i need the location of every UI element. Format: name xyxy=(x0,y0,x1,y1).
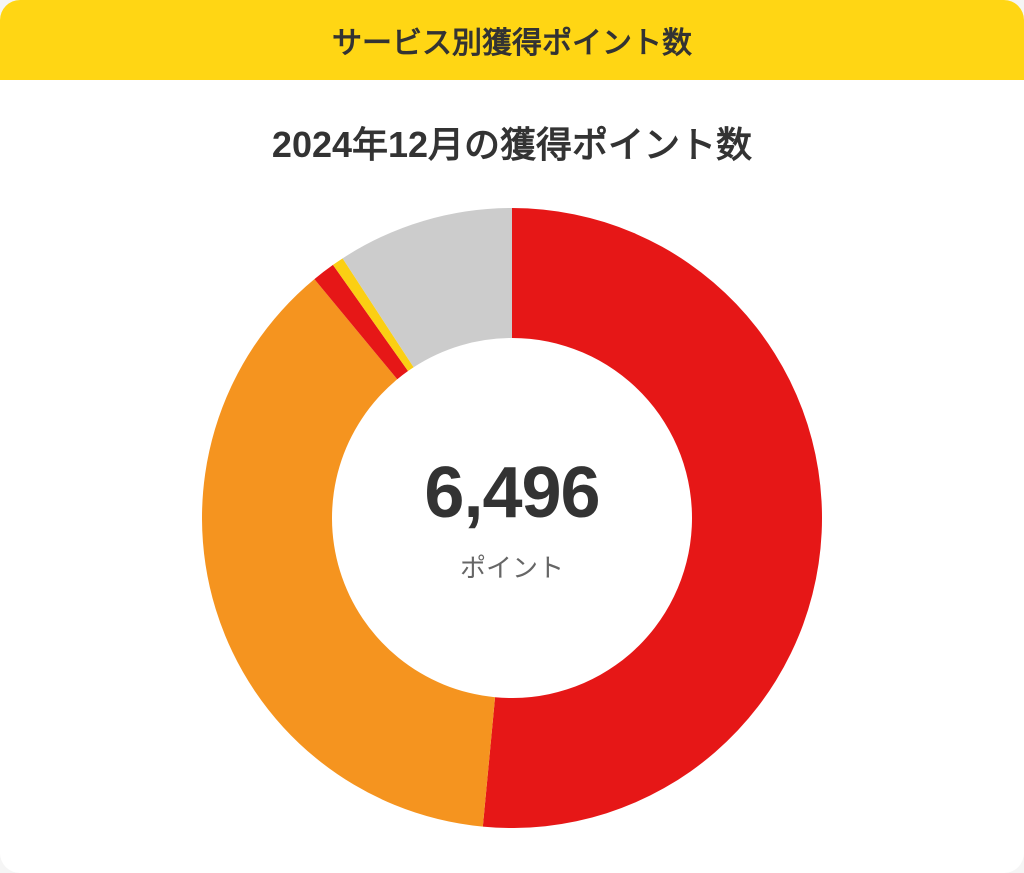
card-subtitle: 2024年12月の獲得ポイント数 xyxy=(0,116,1024,168)
card-header: サービス別獲得ポイント数 xyxy=(0,0,1024,80)
donut-chart-container: 6,496 ポイント xyxy=(0,188,1024,848)
donut-slice-0 xyxy=(483,208,822,828)
donut-chart xyxy=(182,188,842,848)
points-card: サービス別獲得ポイント数 2024年12月の獲得ポイント数 6,496 ポイント xyxy=(0,0,1024,873)
donut-slice-1 xyxy=(202,279,495,826)
